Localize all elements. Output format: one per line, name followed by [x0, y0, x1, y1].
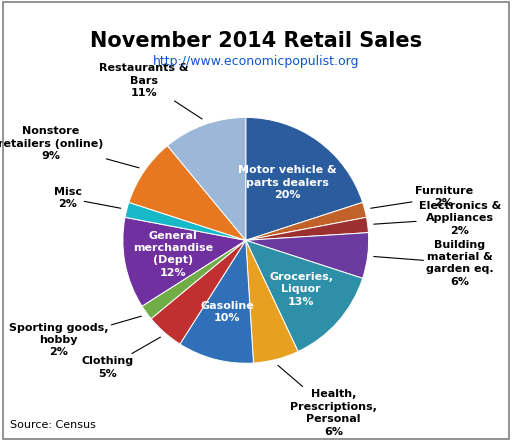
Wedge shape	[180, 240, 253, 363]
Wedge shape	[129, 146, 246, 240]
Wedge shape	[246, 233, 369, 278]
Text: Building
material &
garden eq.
6%: Building material & garden eq. 6%	[374, 239, 494, 287]
Text: Clothing
5%: Clothing 5%	[81, 337, 160, 379]
Text: Gasoline
10%: Gasoline 10%	[201, 301, 254, 323]
Wedge shape	[246, 217, 369, 240]
Wedge shape	[246, 202, 367, 240]
Wedge shape	[123, 217, 246, 306]
Wedge shape	[142, 240, 246, 319]
Text: Restaurants &
Bars
11%: Restaurants & Bars 11%	[99, 64, 202, 119]
Text: Misc
2%: Misc 2%	[54, 187, 121, 209]
Wedge shape	[246, 240, 298, 363]
Wedge shape	[125, 202, 246, 240]
Text: Furniture
2%: Furniture 2%	[371, 186, 473, 208]
Text: Motor vehicle &
parts dealers
20%: Motor vehicle & parts dealers 20%	[239, 165, 337, 200]
Text: November 2014 Retail Sales: November 2014 Retail Sales	[90, 31, 422, 51]
Text: Health,
Prescriptions,
Personal
6%: Health, Prescriptions, Personal 6%	[278, 365, 377, 437]
Text: Nonstore
retailers (online)
9%: Nonstore retailers (online) 9%	[0, 126, 139, 168]
Text: Source: Census: Source: Census	[10, 420, 96, 430]
Text: Sporting goods,
hobby
2%: Sporting goods, hobby 2%	[9, 316, 141, 357]
Text: http://www.economicpopulist.org: http://www.economicpopulist.org	[153, 55, 359, 68]
Text: Electronics &
Appliances
2%: Electronics & Appliances 2%	[374, 201, 501, 236]
Text: Groceries,
Liquor
13%: Groceries, Liquor 13%	[269, 272, 333, 306]
Wedge shape	[246, 240, 362, 351]
Wedge shape	[151, 240, 246, 344]
Wedge shape	[246, 117, 362, 240]
Text: General
merchandise
(Dept)
12%: General merchandise (Dept) 12%	[133, 231, 214, 278]
Wedge shape	[167, 117, 246, 240]
